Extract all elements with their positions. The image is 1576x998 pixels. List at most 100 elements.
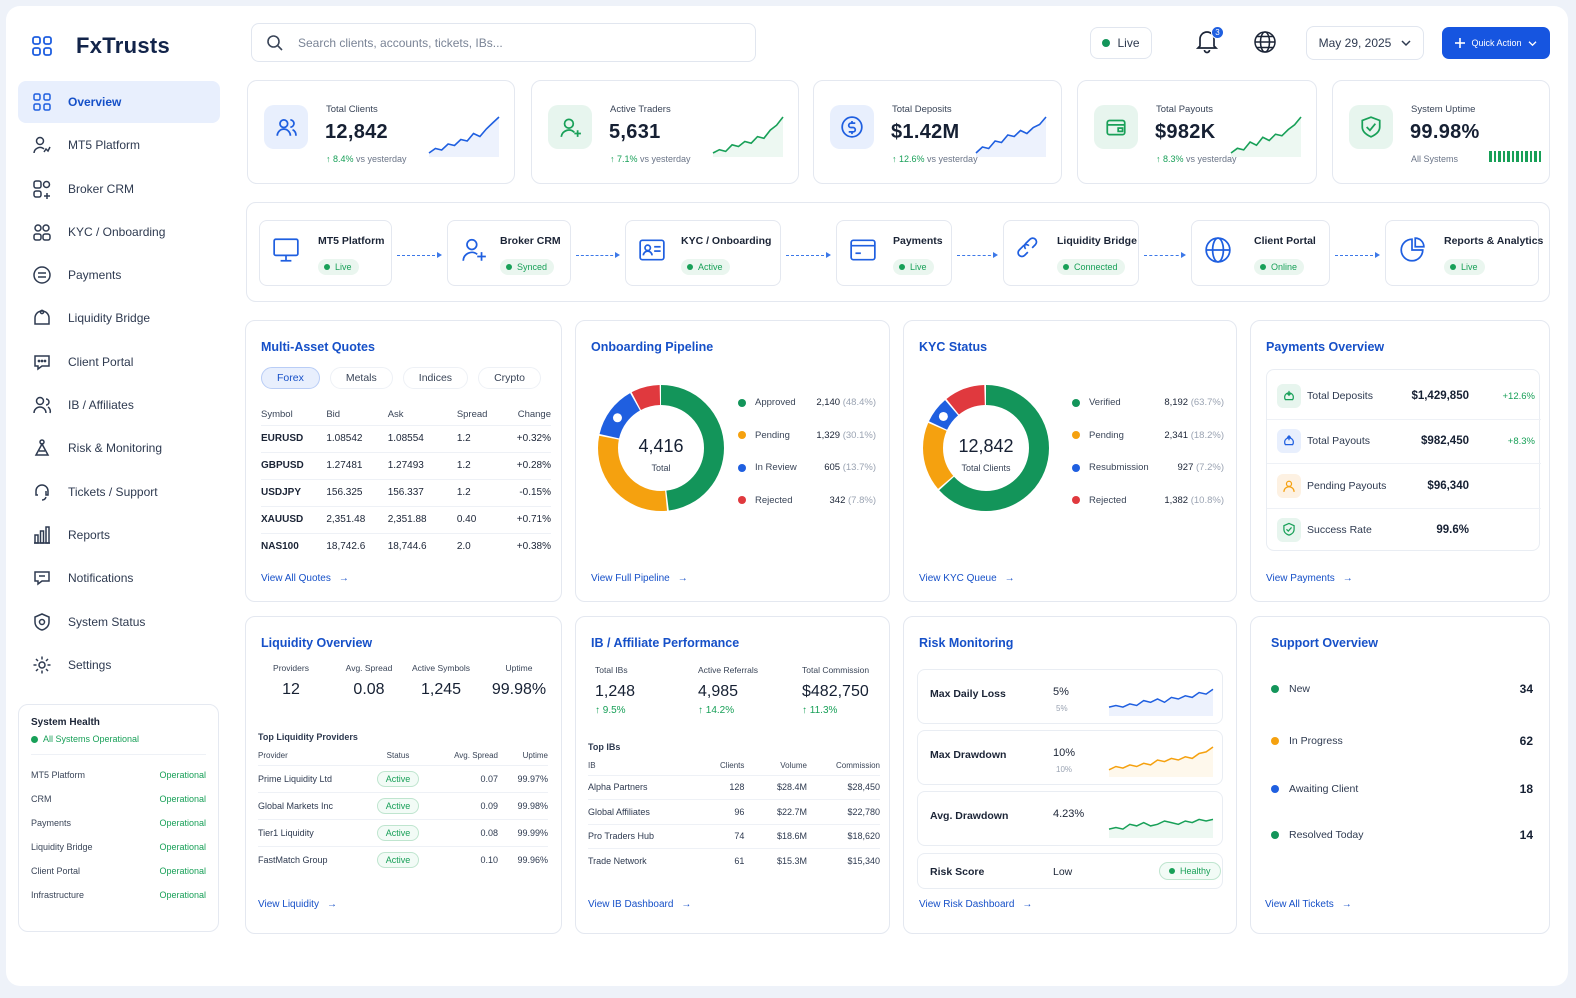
stat-card-total-deposits[interactable]: Total Deposits $1.42M ↑ 12.6% vs yesterday: [813, 80, 1062, 184]
sidebar-item-settings[interactable]: Settings: [18, 644, 220, 686]
kpi-change: ↑ 9.5%: [595, 705, 626, 716]
stat-label: Total Clients: [326, 104, 378, 115]
sparkline-chart: [712, 116, 784, 157]
flow-node-payments[interactable]: Payments Live: [836, 220, 952, 286]
support-row-in-progress[interactable]: In Progress 62: [1271, 734, 1533, 748]
sidebar-item-mt5-platform[interactable]: MT5 Platform: [18, 124, 220, 166]
sidebar-item-system-status[interactable]: System Status: [18, 601, 220, 643]
arrow-right-icon: →: [1341, 899, 1352, 910]
sidebar-item-ib-affiliates[interactable]: IB / Affiliates: [18, 384, 220, 426]
flow-node-liquidity-bridge[interactable]: Liquidity Bridge Connected: [1003, 220, 1139, 286]
support-row-awaiting-client[interactable]: Awaiting Client 18: [1271, 782, 1533, 796]
risk-row-max-daily-loss[interactable]: Max Daily Loss 5% 5%: [917, 669, 1223, 724]
view-full-pipeline-link[interactable]: View Full Pipeline →: [591, 573, 688, 584]
kpi-label: Avg. Spread: [345, 663, 393, 673]
sidebar-item-risk-monitoring[interactable]: Risk & Monitoring: [18, 427, 220, 469]
live-status-pill[interactable]: Live: [1090, 27, 1152, 59]
ib-header-row: IB Clients Volume Commission: [588, 757, 880, 775]
payment-row-pending-payouts[interactable]: Pending Payouts $96,340: [1267, 463, 1541, 507]
ib-row[interactable]: Pro Traders Hub 74 $18.6M $18,620: [588, 823, 880, 849]
view-full-pipeline-label: View Full Pipeline: [591, 573, 670, 584]
stat-card-active-traders[interactable]: Active Traders 5,631 ↑ 7.1% vs yesterday: [531, 80, 799, 184]
flow-node-client-portal[interactable]: Client Portal Online: [1191, 220, 1330, 286]
onboarding-donut-segment-approved[interactable]: [598, 385, 724, 511]
bell-icon[interactable]: [1194, 28, 1220, 54]
health-row: Infrastructure Operational: [31, 883, 206, 907]
health-status: Operational: [159, 890, 206, 900]
risk-row-avg-drawdown[interactable]: Avg. Drawdown 4.23%: [917, 791, 1223, 846]
provider-name: Prime Liquidity Ltd: [258, 764, 368, 792]
legend-percent: (7.2%): [1196, 462, 1224, 473]
legend-count: 927: [1177, 462, 1194, 473]
dollar-icon: [841, 116, 863, 138]
pending-icon: [1283, 480, 1295, 492]
flow-node-status: Live: [318, 259, 359, 275]
apps-grid-icon[interactable]: [32, 36, 52, 56]
legend-count: 342: [829, 494, 846, 506]
sidebar-item-label: IB / Affiliates: [68, 398, 134, 413]
ib-row[interactable]: Trade Network 61 $15.3M $15,340: [588, 848, 880, 873]
flow-node-broker-crm[interactable]: Broker CRM Synced: [447, 220, 571, 286]
stat-card-total-payouts[interactable]: Total Payouts $982K ↑ 8.3% vs yesterday: [1077, 80, 1317, 184]
search-input[interactable]: Search clients, accounts, tickets, IBs..…: [251, 23, 756, 62]
quote-row[interactable]: EURUSD 1.08542 1.08554 1.2 +0.32%: [261, 424, 551, 452]
sidebar-item-label: Payments: [68, 268, 122, 283]
quote-row[interactable]: XAUUSD 2,351.48 2,351.88 0.40 +0.71%: [261, 505, 551, 533]
stat-card-system-uptime[interactable]: System Uptime 99.98% All Systems: [1332, 80, 1550, 184]
donut-marker: [612, 413, 622, 423]
kyc-donut-segment-pending[interactable]: [923, 385, 1049, 511]
globe-icon[interactable]: [1253, 30, 1277, 54]
support-row-new[interactable]: New 34: [1271, 682, 1533, 696]
view-payments-link[interactable]: View Payments →: [1266, 573, 1353, 584]
flow-node-reports-analytics[interactable]: Reports & Analytics Live: [1385, 220, 1543, 286]
view-ib-dashboard-link[interactable]: View IB Dashboard →: [588, 899, 691, 910]
tab-crypto[interactable]: Crypto: [478, 367, 541, 389]
payment-row-total-deposits[interactable]: Total Deposits $1,429,850 +12.6%: [1267, 374, 1541, 418]
payment-row-success-rate[interactable]: Success Rate 99.6%: [1267, 507, 1541, 552]
sidebar-item-client-portal[interactable]: Client Portal: [18, 341, 220, 383]
liquidity-row[interactable]: Prime Liquidity Ltd Active 0.07 99.97%: [258, 764, 548, 792]
quote-row[interactable]: NAS100 18,742.6 18,744.6 2.0 +0.38%: [261, 532, 551, 560]
notification-badge: 3: [1211, 26, 1224, 39]
ib-row[interactable]: Alpha Partners 128 $28.4M $28,450: [588, 774, 880, 800]
stat-card-total-clients[interactable]: Total Clients 12,842 ↑ 8.4% vs yesterday: [247, 80, 515, 184]
view-risk-dashboard-link[interactable]: View Risk Dashboard →: [919, 899, 1032, 910]
tab-metals[interactable]: Metals: [329, 367, 393, 389]
view-all-quotes-link[interactable]: View All Quotes →: [261, 573, 349, 584]
flow-node-mt5-platform[interactable]: MT5 Platform Live: [259, 220, 392, 286]
sidebar-item-reports[interactable]: Reports: [18, 514, 220, 556]
liquidity-row[interactable]: Global Markets Inc Active 0.09 99.98%: [258, 791, 548, 819]
liquidity-row[interactable]: Tier1 Liquidity Active 0.08 99.99%: [258, 818, 548, 846]
tab-indices[interactable]: Indices: [402, 367, 469, 389]
view-all-tickets-link[interactable]: View All Tickets →: [1265, 899, 1352, 910]
tab-forex[interactable]: Forex: [261, 367, 320, 389]
sidebar-item-broker-crm[interactable]: Broker CRM: [18, 168, 220, 210]
risk-row-max-drawdown[interactable]: Max Drawdown 10% 10%: [917, 730, 1223, 785]
sidebar-item-payments[interactable]: Payments: [18, 254, 220, 296]
liquidity-row[interactable]: FastMatch Group Active 0.10 99.96%: [258, 845, 548, 873]
system-health-title: System Health: [31, 717, 100, 728]
sidebar-item-kyc-onboarding[interactable]: KYC / Onboarding: [18, 211, 220, 253]
date-picker[interactable]: May 29, 2025: [1306, 26, 1424, 60]
onboarding-donut-segment-pending[interactable]: [598, 385, 724, 511]
health-service-name: Liquidity Bridge: [31, 842, 93, 852]
payment-row-total-payouts[interactable]: Total Payouts $982,450 +8.3%: [1267, 418, 1541, 463]
sidebar-item-notifications[interactable]: Notifications: [18, 557, 220, 599]
quote-row[interactable]: USDJPY 156.325 156.337 1.2 -0.15%: [261, 478, 551, 506]
sidebar-item-tickets-support[interactable]: Tickets / Support: [18, 471, 220, 513]
sidebar-item-liquidity-bridge[interactable]: Liquidity Bridge: [18, 297, 220, 339]
ib-row[interactable]: Global Affiliates 96 $22.7M $22,780: [588, 799, 880, 824]
quote-spread: 1.2: [456, 424, 507, 452]
sidebar-item-overview[interactable]: Overview: [18, 81, 220, 123]
quote-row[interactable]: GBPUSD 1.27481 1.27493 1.2 +0.28%: [261, 451, 551, 479]
quick-action-button[interactable]: Quick Action: [1442, 27, 1550, 59]
support-row-resolved-today[interactable]: Resolved Today 14: [1271, 828, 1533, 842]
flow-arrow: [786, 252, 831, 258]
flow-arrow: [1335, 252, 1380, 258]
view-kyc-queue-link[interactable]: View KYC Queue →: [919, 573, 1015, 584]
logo[interactable]: FxTrusts: [32, 33, 170, 59]
kyc-donut-segment-verified[interactable]: [923, 385, 1049, 511]
view-liquidity-link[interactable]: View Liquidity →: [258, 899, 337, 910]
legend-value: 342 (7.8%): [830, 495, 876, 506]
flow-node-kyc-onboarding[interactable]: KYC / Onboarding Active: [625, 220, 781, 286]
